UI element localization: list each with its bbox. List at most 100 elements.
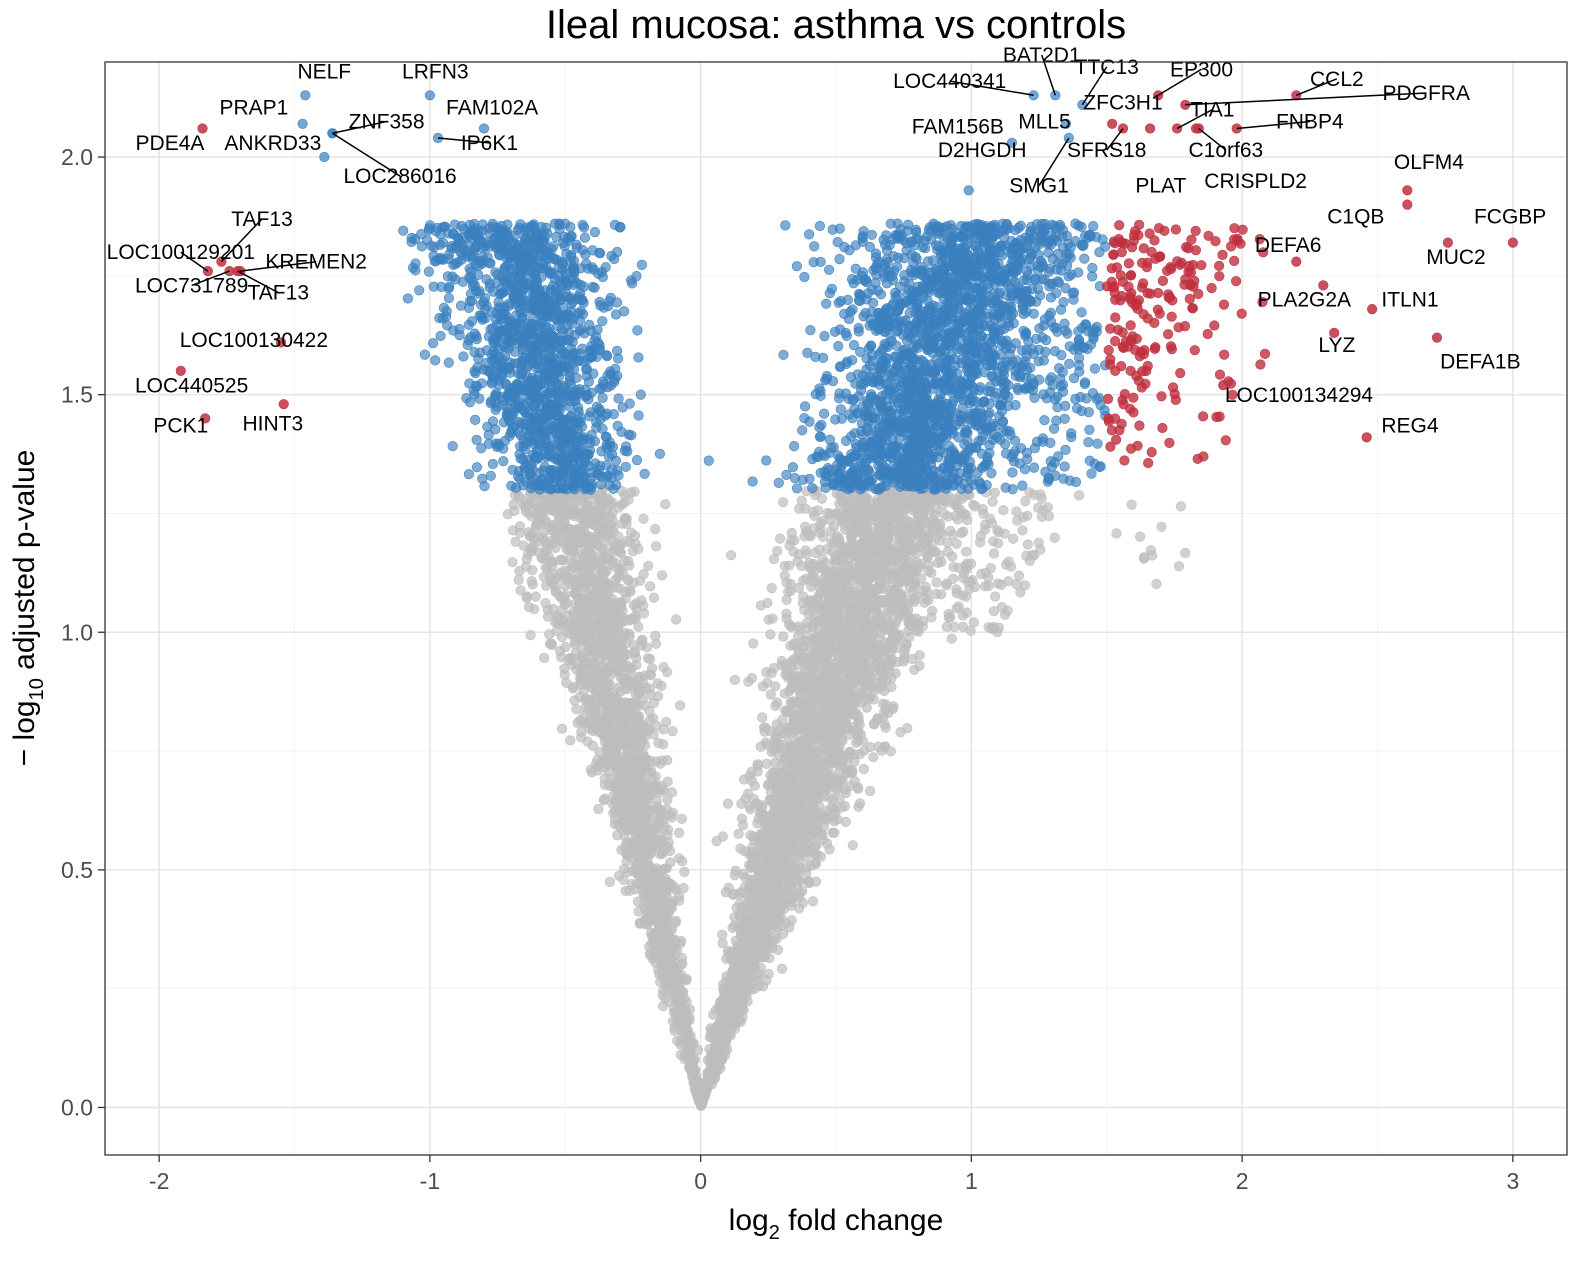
- point-not-significant: [935, 518, 946, 530]
- point-not-significant: [679, 866, 690, 877]
- point-not-significant: [1024, 555, 1035, 566]
- point-not-significant: [898, 492, 909, 504]
- point-not-significant: [806, 581, 817, 592]
- point-not-significant: [1033, 537, 1044, 548]
- point-not-significant: [754, 831, 765, 842]
- point-not-significant: [943, 612, 954, 623]
- point-not-significant: [946, 633, 957, 644]
- point-not-significant: [757, 712, 768, 723]
- point-not-significant: [539, 652, 550, 664]
- point-not-significant: [591, 646, 602, 657]
- point-not-significant: [761, 667, 772, 678]
- point-not-significant: [955, 505, 966, 516]
- point-not-significant: [844, 729, 855, 740]
- point-not-significant: [571, 704, 582, 715]
- point-not-significant: [673, 827, 685, 839]
- point-not-significant: [974, 537, 986, 548]
- point-not-significant: [559, 591, 570, 603]
- point-not-significant: [775, 822, 787, 834]
- point-not-significant: [613, 502, 624, 513]
- point-not-significant: [513, 574, 524, 586]
- point-not-significant: [727, 922, 738, 934]
- point-not-significant: [599, 793, 611, 804]
- point-not-significant: [767, 613, 778, 624]
- point-not-significant: [769, 741, 781, 752]
- point-not-significant: [739, 846, 750, 857]
- point-not-significant: [763, 968, 774, 980]
- point-not-significant: [900, 644, 911, 655]
- point-not-significant: [884, 563, 895, 575]
- point-not-significant: [797, 885, 808, 897]
- point-not-significant: [662, 824, 674, 835]
- point-not-significant: [791, 875, 803, 887]
- point-not-significant: [729, 674, 741, 686]
- point-not-significant: [960, 546, 972, 557]
- point-not-significant: [929, 509, 940, 520]
- point-not-significant: [904, 632, 915, 643]
- point-not-significant: [778, 793, 789, 804]
- point-not-significant: [989, 487, 1000, 498]
- point-not-significant: [836, 698, 847, 709]
- point-not-significant: [881, 541, 892, 552]
- point-not-significant: [885, 596, 896, 608]
- point-not-significant: [757, 810, 768, 821]
- point-not-significant: [923, 595, 934, 606]
- point-not-significant: [558, 537, 569, 548]
- point-not-significant: [761, 758, 772, 769]
- point-not-significant: [1017, 525, 1028, 536]
- point-not-significant: [951, 538, 962, 549]
- point-not-significant: [1036, 493, 1047, 504]
- point-not-significant: [613, 571, 625, 582]
- point-not-significant: [953, 562, 965, 573]
- point-not-significant: [656, 570, 668, 581]
- point-not-significant: [565, 735, 576, 746]
- point-not-significant: [676, 813, 687, 824]
- point-not-significant: [530, 591, 541, 602]
- point-not-significant: [720, 887, 731, 898]
- point-not-significant: [812, 600, 823, 611]
- point-not-significant: [737, 926, 748, 937]
- point-not-significant: [633, 906, 644, 917]
- point-not-significant: [800, 545, 811, 556]
- point-not-significant: [807, 797, 819, 808]
- point-not-significant: [662, 667, 673, 678]
- point-not-significant: [857, 735, 869, 746]
- point-not-significant: [868, 718, 880, 729]
- point-not-significant: [544, 638, 556, 650]
- point-not-significant: [826, 802, 837, 813]
- point-not-significant: [772, 944, 784, 956]
- point-not-significant: [540, 598, 551, 609]
- point-not-significant: [656, 784, 667, 796]
- point-not-significant: [772, 782, 783, 793]
- point-not-significant: [961, 607, 972, 618]
- point-not-significant: [1011, 506, 1022, 517]
- point-not-significant: [901, 558, 912, 570]
- point-not-significant: [847, 840, 858, 851]
- point-not-significant: [623, 575, 634, 586]
- point-not-significant: [808, 506, 819, 517]
- point-not-significant: [848, 694, 860, 705]
- point-not-significant: [796, 560, 807, 572]
- point-not-significant: [815, 518, 826, 529]
- point-not-significant: [763, 835, 775, 846]
- point-not-significant: [912, 506, 923, 517]
- point-not-significant: [534, 513, 545, 525]
- point-not-significant: [560, 641, 571, 653]
- point-not-significant: [629, 790, 641, 802]
- point-not-significant: [787, 730, 798, 741]
- point-not-significant: [507, 557, 518, 568]
- point-not-significant: [843, 518, 855, 530]
- point-not-significant: [765, 629, 776, 640]
- point-not-significant: [999, 609, 1011, 620]
- point-not-significant: [1012, 515, 1023, 526]
- point-not-significant: [1049, 532, 1060, 543]
- point-not-significant: [544, 629, 555, 640]
- point-not-significant: [931, 577, 942, 588]
- point-not-significant: [634, 716, 645, 727]
- point-not-significant: [638, 569, 649, 580]
- point-not-significant: [766, 582, 777, 594]
- point-not-significant: [911, 557, 922, 568]
- point-not-significant: [604, 529, 615, 541]
- point-not-significant: [567, 607, 579, 618]
